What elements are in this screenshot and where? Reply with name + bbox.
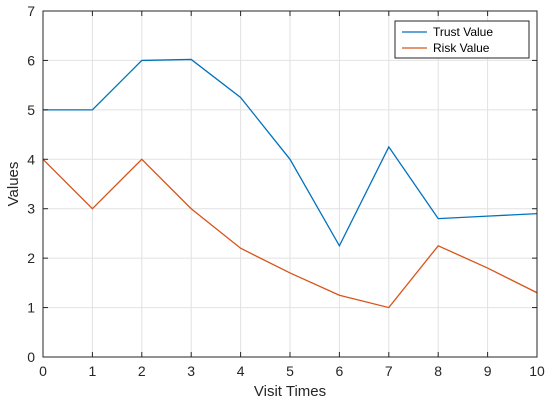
legend-box [394,20,530,59]
y-tick-label: 2 [27,250,35,266]
legend-label-trust-value: Trust Value [433,25,493,39]
series-layer [42,58,538,309]
x-tick-label: 7 [385,363,393,379]
series-line-risk-value [42,158,538,309]
y-tick-label: 5 [27,102,35,118]
x-axis-label: Visit Times [254,383,326,400]
x-tick-label: 4 [237,363,245,379]
y-tick-label: 7 [27,3,35,19]
y-axis-label: Values [5,162,22,207]
x-tick-label: 3 [187,363,195,379]
y-tick-label: 6 [27,52,35,68]
y-tick-label: 3 [27,201,35,217]
x-tick-label: 1 [89,363,97,379]
x-tick-label: 5 [286,363,294,379]
legend-label-risk-value: Risk Value [433,41,490,55]
x-tick-label: 2 [138,363,146,379]
tick-labels: 0 1 2 3 4 5 6 7 8 9 10 0 1 2 3 4 5 6 7 [27,3,545,379]
y-tick-label: 0 [27,349,35,365]
series-line-trust-value [43,58,538,248]
legend: Trust Value Risk Value [394,20,530,59]
x-tick-label: 10 [529,363,545,379]
axis-ticks [42,10,538,358]
y-tick-label: 4 [27,151,35,167]
x-tick-label: 9 [484,363,492,379]
x-tick-label: 8 [434,363,442,379]
y-tick-label: 1 [27,300,35,316]
x-tick-label: 0 [39,363,47,379]
x-tick-label: 6 [336,363,344,379]
